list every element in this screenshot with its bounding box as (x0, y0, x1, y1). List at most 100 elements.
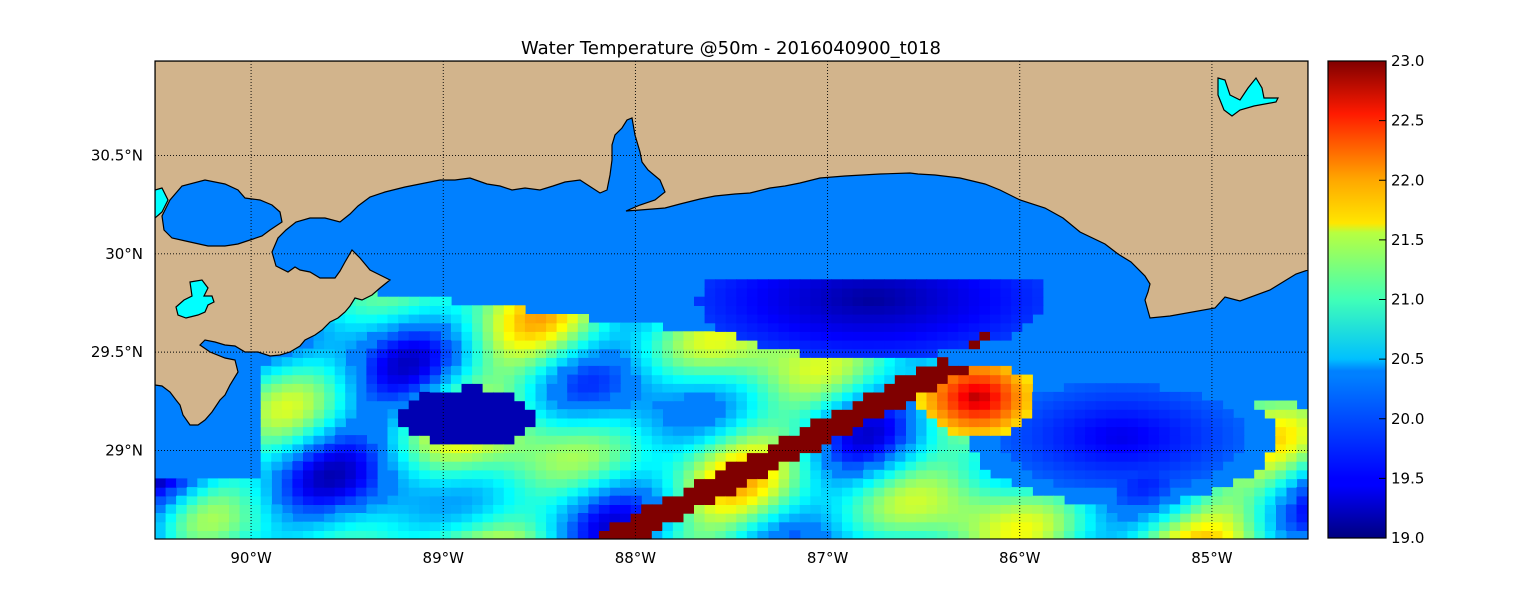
temperature-cell (165, 521, 177, 531)
temperature-cell (1243, 487, 1255, 497)
temperature-cell (873, 348, 885, 358)
temperature-cell (345, 391, 357, 402)
temperature-cell (958, 305, 970, 315)
temperature-cell (968, 305, 980, 315)
temperature-cell (926, 530, 938, 539)
temperature-cell (799, 331, 811, 341)
temperature-cell (408, 365, 420, 376)
temperature-cell (271, 504, 283, 514)
temperature-cell (503, 383, 515, 393)
temperature-cell (609, 513, 621, 523)
temperature-cell (324, 487, 336, 497)
temperature-cell (704, 314, 716, 324)
temperature-cell (1021, 495, 1033, 505)
temperature-cell (662, 530, 674, 539)
temperature-cell (958, 521, 970, 531)
temperature-cell (694, 383, 706, 393)
temperature-cell (334, 443, 346, 454)
temperature-cell (303, 461, 315, 471)
colorbar-tick-label: 22.0 (1391, 171, 1424, 189)
temperature-cell (1063, 417, 1076, 428)
temperature-cell (535, 383, 547, 393)
temperature-cell (789, 417, 801, 428)
temperature-cell (704, 357, 716, 367)
temperature-cell (440, 357, 452, 367)
temperature-cell (419, 513, 431, 523)
temperature-cell (556, 339, 568, 350)
temperature-cell (292, 461, 304, 471)
temperature-cell (218, 504, 230, 514)
temperature-cell (556, 322, 568, 332)
temperature-cell (281, 469, 293, 480)
temperature-cell (250, 513, 262, 523)
temperature-cell (662, 443, 674, 454)
temperature-cell (905, 487, 917, 497)
temperature-cell (450, 322, 463, 332)
temperature-cell (831, 374, 843, 384)
temperature-cell (1021, 530, 1033, 539)
temperature-cell (757, 383, 769, 393)
temperature-cell (725, 530, 737, 539)
temperature-cell (345, 374, 357, 384)
temperature-cell (990, 314, 1002, 324)
temperature-cell (1211, 400, 1224, 410)
temperature-cell (377, 383, 389, 393)
temperature-cell (746, 365, 759, 376)
temperature-cell (1000, 391, 1012, 402)
temperature-cell (905, 469, 917, 480)
temperature-cell (239, 487, 251, 497)
temperature-cell (736, 495, 748, 505)
temperature-cell (313, 365, 325, 376)
temperature-cell (1264, 495, 1276, 505)
temperature-cell (345, 314, 357, 324)
temperature-cell (1180, 391, 1192, 402)
temperature-cell (324, 365, 336, 376)
temperature-cell (450, 435, 463, 445)
temperature-cell (799, 288, 811, 298)
temperature-cell (398, 461, 410, 471)
temperature-cell (746, 461, 759, 471)
temperature-cell (281, 357, 293, 367)
temperature-cell (894, 461, 906, 471)
temperature-cell (990, 426, 1002, 436)
temperature-cell (926, 357, 938, 367)
temperature-cell (482, 504, 494, 514)
temperature-cell (524, 469, 537, 480)
temperature-cell (1159, 435, 1171, 445)
temperature-cell (958, 478, 970, 488)
temperature-cell (461, 521, 473, 531)
temperature-cell (524, 461, 537, 471)
temperature-cell (366, 513, 378, 523)
temperature-cell (1095, 478, 1107, 488)
temperature-cell (672, 348, 685, 358)
temperature-cell (1032, 305, 1044, 315)
temperature-cell (503, 478, 515, 488)
temperature-cell (1264, 469, 1276, 480)
temperature-cell (620, 452, 632, 462)
temperature-cell (937, 383, 949, 393)
temperature-cell (926, 478, 938, 488)
temperature-cell (736, 331, 748, 341)
temperature-cell (810, 365, 822, 376)
longitude-label: 86°W (999, 549, 1041, 567)
temperature-cell (1021, 487, 1033, 497)
temperature-cell (535, 504, 547, 514)
temperature-cell (937, 374, 949, 384)
temperature-cell (588, 322, 600, 332)
temperature-cell (281, 487, 293, 497)
temperature-cell (186, 521, 198, 531)
temperature-cell (1032, 400, 1044, 410)
temperature-cell (968, 314, 980, 324)
temperature-cell (419, 357, 431, 367)
temperature-cell (472, 417, 484, 428)
temperature-cell (1233, 513, 1245, 523)
temperature-cell (694, 357, 706, 367)
temperature-cell (651, 417, 663, 428)
temperature-cell (1085, 469, 1097, 480)
temperature-cell (514, 383, 526, 393)
temperature-cell (1137, 391, 1150, 402)
temperature-cell (1307, 417, 1308, 428)
temperature-cell (482, 314, 494, 324)
temperature-cell (641, 443, 653, 454)
temperature-cell (398, 357, 410, 367)
